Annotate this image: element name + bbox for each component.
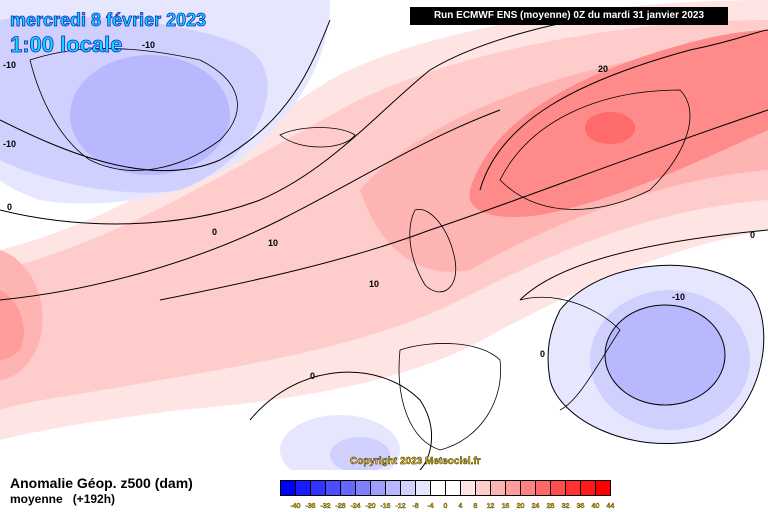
legend-swatch (521, 481, 536, 495)
legend-tick-label: 36 (576, 503, 585, 510)
legend-tick-label: -36 (305, 503, 316, 510)
legend-swatch (491, 481, 506, 495)
legend-tick-label: -40 (290, 503, 301, 510)
legend-ticks: -40 -36 -32 -28 -24 -20 -16 -12 -8 -4 0 4 8 12 16 20 24 2… (288, 503, 618, 510)
svg-text:0: 0 (750, 230, 755, 240)
legend-tick-label: 20 (516, 503, 525, 510)
svg-text:-10: -10 (3, 139, 16, 149)
svg-text:0: 0 (310, 371, 315, 381)
svg-text:10: 10 (268, 238, 278, 248)
legend-swatch (326, 481, 341, 495)
svg-text:-10: -10 (3, 60, 16, 70)
legend-swatch (551, 481, 566, 495)
legend-tick-label: -28 (335, 503, 346, 510)
map-title: Anomalie Géop. z500 (dam) (10, 475, 193, 491)
legend-tick-label: 8 (473, 503, 478, 510)
legend-tick-label: 44 (606, 503, 615, 510)
legend-swatch (401, 481, 416, 495)
legend-tick-label: 24 (531, 503, 540, 510)
svg-text:-10: -10 (142, 40, 155, 50)
svg-text:0: 0 (7, 202, 12, 212)
legend-tick-label: -12 (395, 503, 406, 510)
legend-swatch (371, 481, 386, 495)
svg-text:10: 10 (369, 279, 379, 289)
legend-tick-label: 12 (486, 503, 495, 510)
legend-swatch (566, 481, 581, 495)
map-subtitle: moyenne (+192h) (10, 492, 115, 506)
legend-tick-label: -16 (380, 503, 391, 510)
legend-tick-label: -4 (427, 503, 434, 510)
copyright: Copyright 2023 Meteociel.fr (350, 456, 481, 467)
legend-swatch (341, 481, 356, 495)
legend-tick-label: 16 (501, 503, 510, 510)
legend-tick-label: 4 (458, 503, 463, 510)
legend-tick-label: 28 (546, 503, 555, 510)
contour-labels: -10 -10 -10 0 0 10 10 20 0 -10 0 0 (3, 40, 755, 381)
color-legend (280, 480, 611, 496)
legend-tick-label: -24 (350, 503, 361, 510)
legend-tick-label: 40 (591, 503, 600, 510)
legend-swatch (356, 481, 371, 495)
svg-text:20: 20 (598, 64, 608, 74)
legend-swatch (416, 481, 431, 495)
legend-tick-label: -32 (320, 503, 331, 510)
forecast-time: 1:00 locale (10, 32, 123, 58)
svg-text:0: 0 (212, 227, 217, 237)
forecast-date: mercredi 8 février 2023 (10, 10, 207, 31)
legend-tick-label: 32 (561, 503, 570, 510)
geopotential-anomaly-map: -10 -10 -10 0 0 10 10 20 0 -10 0 0 (0, 0, 768, 470)
svg-text:0: 0 (540, 349, 545, 359)
legend-swatch (596, 481, 610, 495)
legend-tick-label: 0 (443, 503, 448, 510)
legend-swatch (461, 481, 476, 495)
legend-tick-label: -8 (412, 503, 419, 510)
legend-swatch (296, 481, 311, 495)
legend-swatch (311, 481, 326, 495)
legend-swatch (536, 481, 551, 495)
legend-swatch (386, 481, 401, 495)
subtitle-text: moyenne (10, 492, 63, 506)
svg-text:-10: -10 (672, 292, 685, 302)
legend-tick-label: -20 (365, 503, 376, 510)
legend-swatch (581, 481, 596, 495)
legend-swatch (476, 481, 491, 495)
run-info: Run ECMWF ENS (moyenne) 0Z du mardi 31 j… (410, 7, 728, 25)
legend-swatch (446, 481, 461, 495)
legend-swatch (431, 481, 446, 495)
legend-swatch (506, 481, 521, 495)
lead-time: (+192h) (72, 492, 116, 506)
legend-swatch (281, 481, 296, 495)
